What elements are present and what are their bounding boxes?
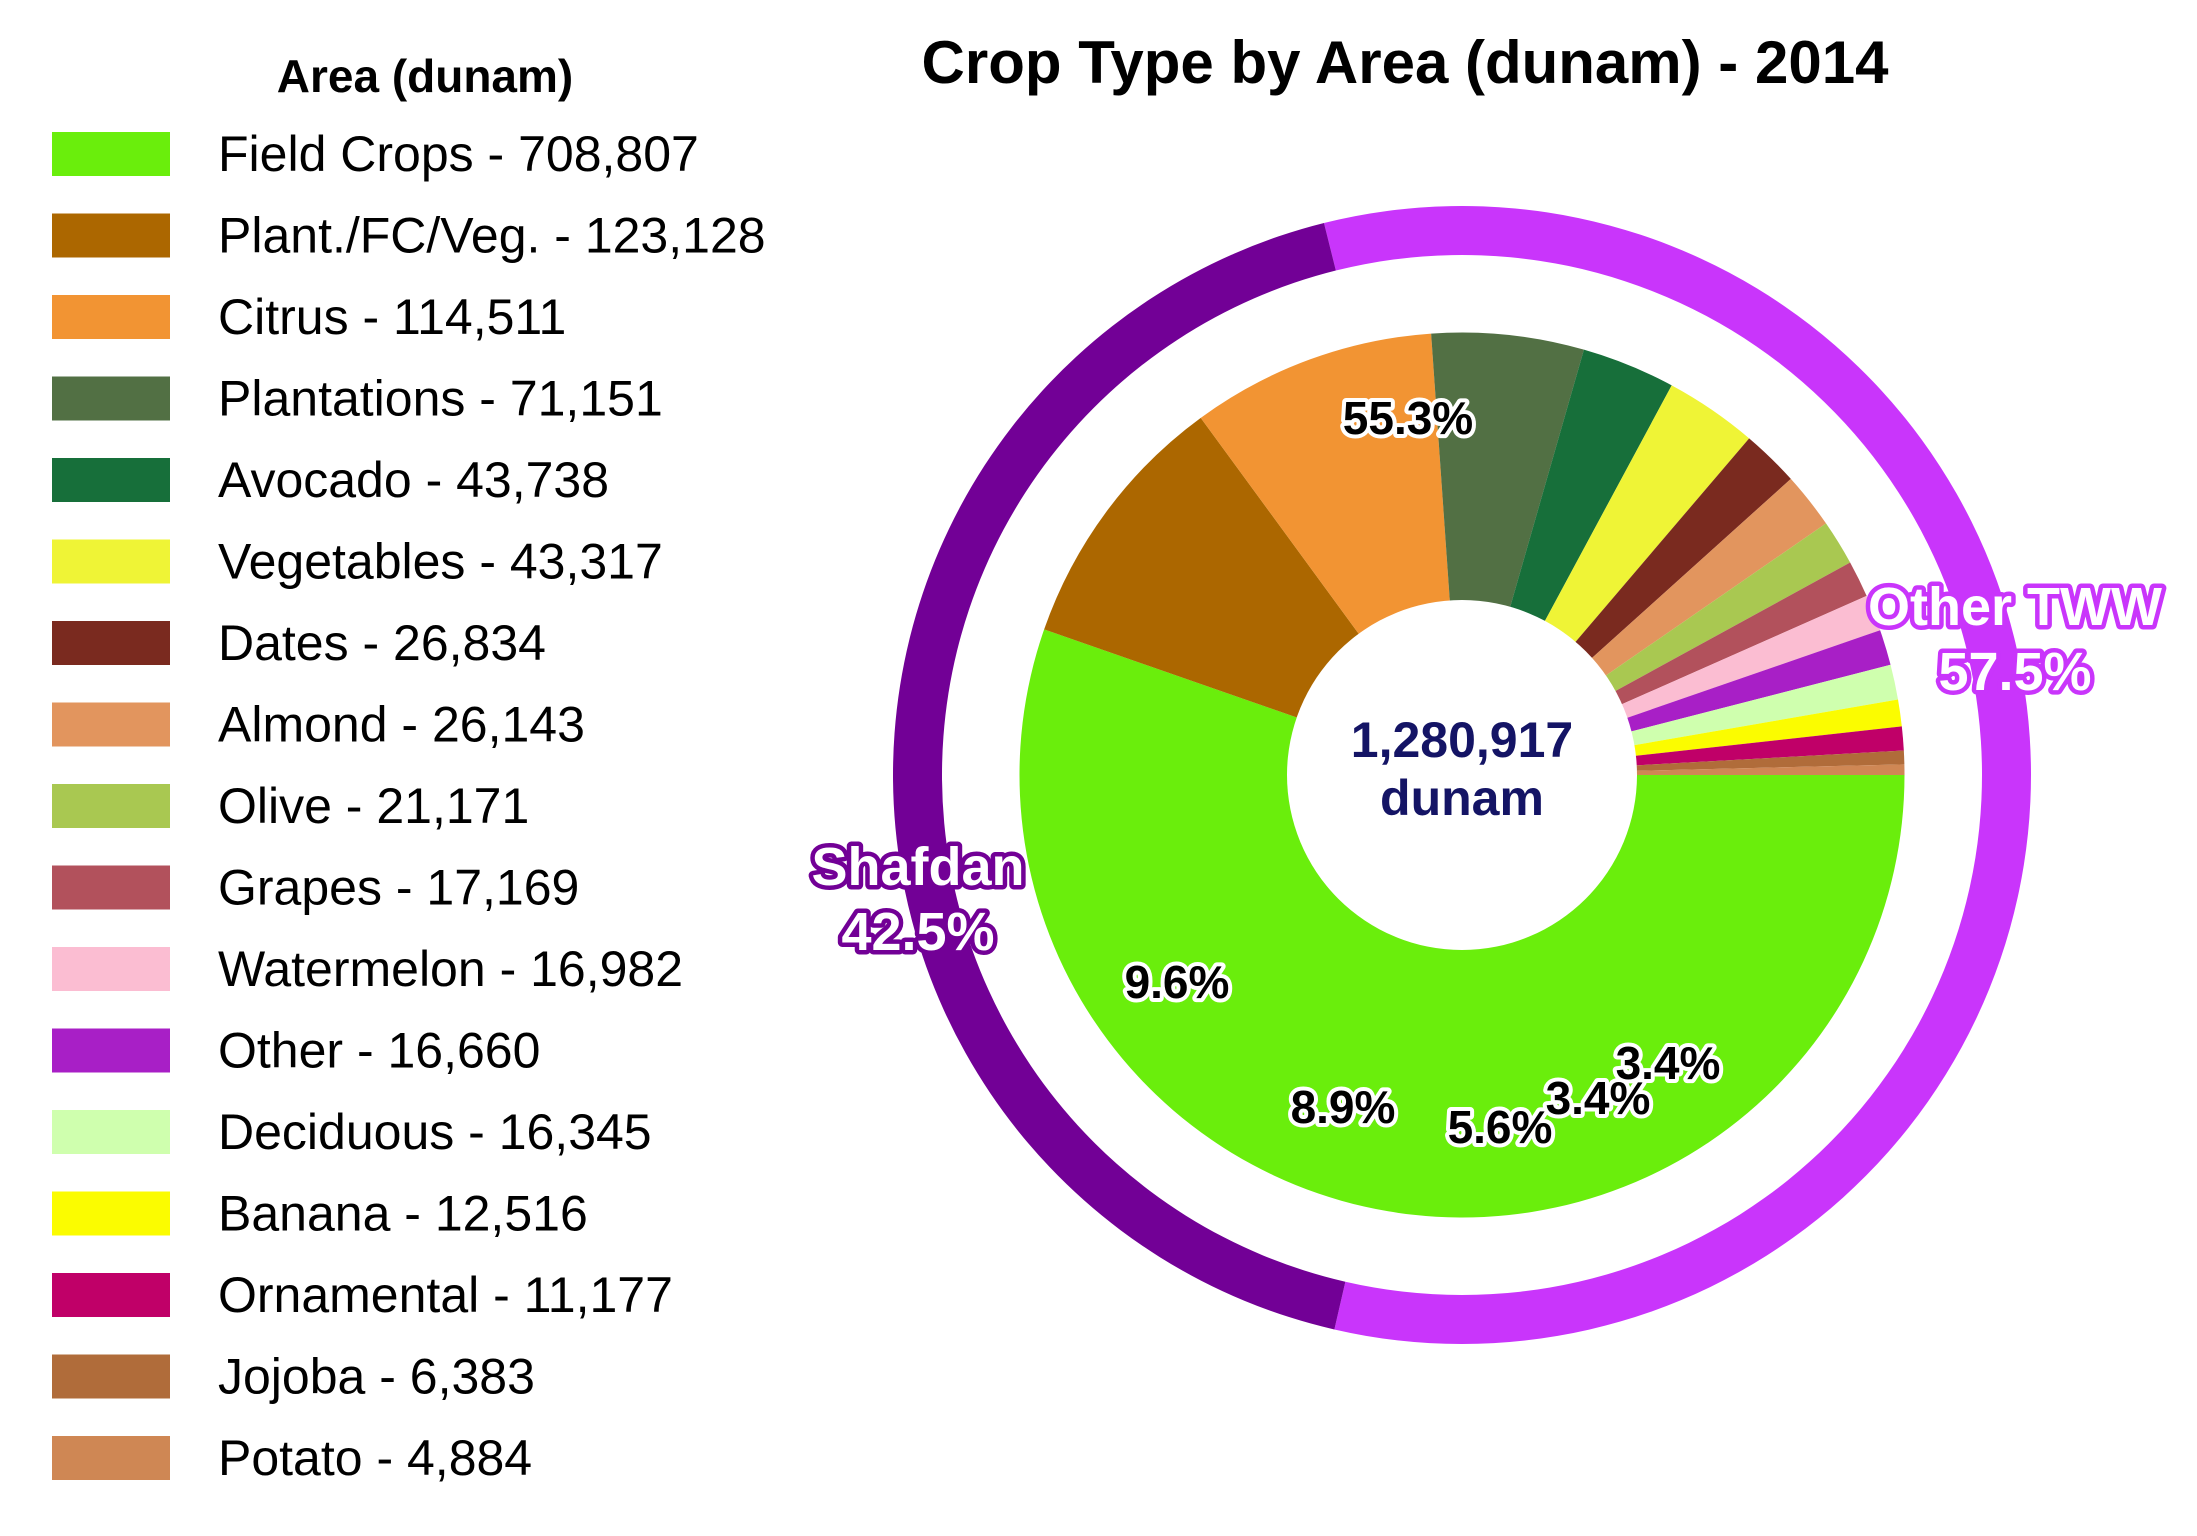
legend-swatch-ornamental	[52, 1273, 170, 1317]
legend-swatch-vegetables	[52, 539, 170, 584]
legend-item-olive: Olive - 21,171	[218, 778, 529, 834]
legend-item-jojoba: Jojoba - 6,383	[218, 1349, 535, 1405]
pct-label-field-crops: 55.3%	[1343, 392, 1473, 444]
legend-swatch-olive	[52, 784, 170, 828]
legend-swatch-grapes	[52, 865, 170, 910]
legend-swatch-jojoba	[52, 1354, 170, 1399]
outer-pct-shafdan: 42.5%	[841, 902, 994, 962]
legend-item-grapes: Grapes - 17,169	[218, 860, 579, 916]
pct-label-citrus: 8.9%	[1291, 1081, 1396, 1133]
legend-swatch-potato	[52, 1436, 170, 1480]
legend-item-almond: Almond - 26,143	[218, 697, 585, 753]
legend-swatch-watermelon	[52, 947, 170, 991]
pct-label-plantations: 5.6%	[1448, 1101, 1553, 1153]
legend: Field Crops - 708,807 Plant./FC/Veg. - 12…	[52, 126, 766, 1486]
pct-label-avocado: 3.4%	[1546, 1072, 1651, 1124]
legend-item-watermelon: Watermelon - 16,982	[218, 941, 683, 997]
outer-ring	[893, 205, 2032, 1344]
legend-swatch-plant-fc-veg	[52, 213, 170, 258]
legend-item-banana: Banana - 12,516	[218, 1186, 588, 1242]
legend-title: Area (dunam)	[277, 50, 573, 102]
legend-item-avocado: Avocado - 43,738	[218, 452, 609, 508]
legend-item-other: Other - 16,660	[218, 1023, 540, 1079]
legend-swatch-banana	[52, 1191, 170, 1236]
legend-item-field-crops: Field Crops - 708,807	[218, 126, 699, 182]
outer-pct-other-tww: 57.5%	[1938, 642, 2091, 702]
outer-label-shafdan: Shafdan	[811, 837, 1024, 897]
legend-item-citrus: Citrus - 114,511	[218, 289, 566, 345]
legend-swatch-plantations	[52, 376, 170, 421]
legend-item-ornamental: Ornamental - 11,177	[218, 1267, 673, 1323]
center-hole	[1287, 600, 1637, 950]
legend-swatch-citrus	[52, 295, 170, 339]
center-total-label: 1,280,917	[1351, 712, 1573, 768]
legend-swatch-other	[52, 1028, 170, 1073]
outer-label-other-tww: Other TWW	[1868, 577, 2162, 637]
pct-label-plant-fc-veg: 9.6%	[1125, 956, 1230, 1008]
legend-swatch-almond	[52, 702, 170, 747]
pct-label-vegetables: 3.4%	[1616, 1037, 1721, 1089]
legend-item-plant-fc-veg: Plant./FC/Veg. - 123,128	[218, 208, 766, 264]
chart-title: Crop Type by Area (dunam) - 2014	[922, 29, 1890, 96]
percent-labels: 55.3%9.6%8.9% 5.6%3.4%3.4%	[1121, 388, 1725, 1157]
center-unit-label: dunam	[1380, 770, 1544, 826]
legend-item-plantations: Plantations - 71,151	[218, 371, 663, 427]
legend-swatch-avocado	[52, 458, 170, 502]
legend-swatch-field-crops	[52, 132, 170, 176]
legend-swatch-dates	[52, 621, 170, 665]
legend-item-potato: Potato - 4,884	[218, 1430, 532, 1486]
legend-item-vegetables: Vegetables - 43,317	[218, 534, 663, 590]
legend-item-dates: Dates - 26,834	[218, 615, 546, 671]
legend-item-deciduous: Deciduous - 16,345	[218, 1104, 652, 1160]
outer-slice-shafdan	[893, 222, 1346, 1330]
legend-swatch-deciduous	[52, 1110, 170, 1154]
